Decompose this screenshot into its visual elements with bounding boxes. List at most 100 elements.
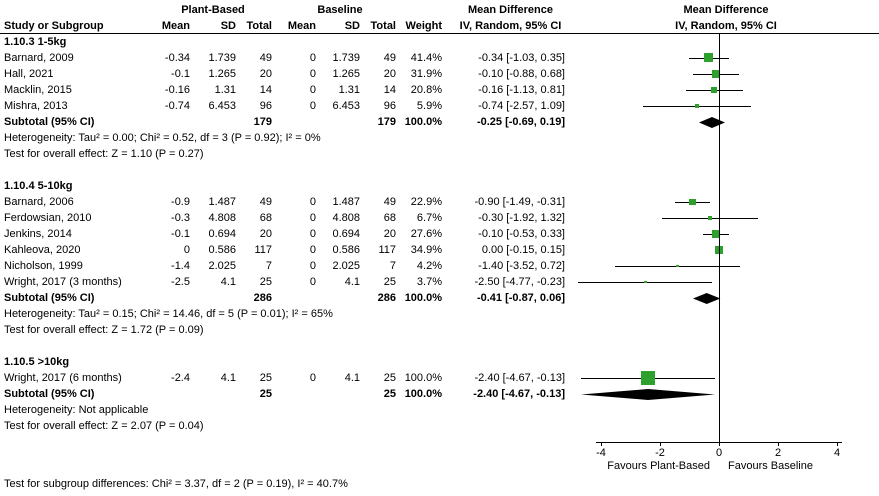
mean1: -0.9 <box>171 196 190 208</box>
overall-effect-text: Test for overall effect: Z = 1.10 (P = 0… <box>4 148 204 160</box>
subtotal-label: Subtotal (95% CI) <box>4 116 95 128</box>
sd1: 2.025 <box>208 260 236 272</box>
total1: 25 <box>259 372 272 384</box>
cell <box>322 386 366 402</box>
subtotal-total2: 25 <box>383 388 396 400</box>
mean2: 0 <box>309 244 316 256</box>
study-row: Nicholson, 1999 -1.4 2.025 7 0 2.025 7 4.2% -1.4… <box>0 258 879 274</box>
header-spacer <box>0 2 148 18</box>
axis-right-label: Favours Baseline <box>728 460 813 472</box>
col-sd2-header: SD <box>344 20 360 32</box>
subtotal-total2: 286 <box>377 292 396 304</box>
mean2: 0 <box>309 276 316 288</box>
subtotal-label: Subtotal (95% CI) <box>4 388 95 400</box>
sd2: 1.487 <box>332 196 360 208</box>
study-name: Jenkins, 2014 <box>4 228 72 240</box>
ci-text: -0.90 [-1.49, -0.31] <box>474 196 566 208</box>
effect-square <box>704 53 714 63</box>
col-total1-header: Total <box>246 20 272 32</box>
header-group-row: Plant-Based Baseline Mean Difference Mea… <box>0 2 879 18</box>
axis-tick-label: -2 <box>655 447 665 459</box>
subtotal-label: Subtotal (95% CI) <box>4 292 95 304</box>
plot-cell <box>573 194 879 210</box>
effect-square <box>689 198 696 206</box>
study-row: Macklin, 2015 -0.16 1.31 14 0 1.31 14 20.8% -0.1… <box>0 82 879 98</box>
mean1: -0.1 <box>171 68 190 80</box>
plot-cell <box>573 130 879 146</box>
weight: 41.4% <box>410 52 442 64</box>
sd1: 4.808 <box>208 212 236 224</box>
axis-tick <box>778 442 779 446</box>
cell <box>148 386 196 402</box>
plot-cell <box>573 386 879 402</box>
sd2: 1.31 <box>338 84 360 96</box>
total2: 7 <box>389 260 396 272</box>
study-name: Macklin, 2015 <box>4 84 72 96</box>
total2: 25 <box>383 372 396 384</box>
total2: 20 <box>383 68 396 80</box>
cell <box>148 290 196 306</box>
sd1: 4.1 <box>220 372 236 384</box>
subgroup-label: 1.10.4 5-10kg <box>4 180 73 192</box>
effect-square <box>641 371 656 385</box>
plot-cell <box>573 242 879 258</box>
subtotal-ci-text: -2.40 [-4.67, -0.13] <box>473 388 565 400</box>
ci-text: -0.10 [-0.88, 0.68] <box>478 68 565 80</box>
plot-cell <box>573 290 879 306</box>
cell <box>278 290 322 306</box>
plot-cell <box>573 98 879 114</box>
weight: 6.7% <box>416 212 442 224</box>
sd1: 1.487 <box>208 196 236 208</box>
plot-cell <box>573 66 879 82</box>
ci-text: -0.16 [-1.13, 0.81] <box>478 84 565 96</box>
mean2: 0 <box>309 100 316 112</box>
heterogeneity-text: Heterogeneity: Tau² = 0.00; Chi² = 0.52,… <box>4 132 321 144</box>
heterogeneity-row: Heterogeneity: Tau² = 0.00; Chi² = 0.52,… <box>0 130 879 146</box>
study-name: Barnard, 2009 <box>4 52 74 64</box>
study-row: Barnard, 2006 -0.9 1.487 49 0 1.487 49 22.9% -0.… <box>0 194 879 210</box>
weight: 20.8% <box>410 84 442 96</box>
mean2: 0 <box>309 212 316 224</box>
ci-text: 0.00 [-0.15, 0.15] <box>481 244 565 256</box>
axis-left-label: Favours Plant-Based <box>607 460 710 472</box>
total1: 49 <box>259 196 272 208</box>
study-row: Kahleova, 2020 0 0.586 117 0 0.586 117 34.9% 0.0… <box>0 242 879 258</box>
axis-tick-label: 4 <box>833 447 841 459</box>
subtotal-diamond <box>698 116 725 128</box>
cell <box>278 114 322 130</box>
plot-cell <box>573 210 879 226</box>
heterogeneity-row: Heterogeneity: Tau² = 0.15; Chi² = 14.46… <box>0 306 879 322</box>
col-mean1-header: Mean <box>161 20 190 32</box>
study-name: Barnard, 2006 <box>4 196 74 208</box>
study-row: Hall, 2021 -0.1 1.265 20 0 1.265 20 31.9% -0.10 … <box>0 66 879 82</box>
effect-square <box>676 264 680 268</box>
weight: 100.0% <box>404 372 442 384</box>
subtotal-ci-text: -0.25 [-0.69, 0.19] <box>476 116 565 128</box>
subgroup-label-row: 1.10.5 >10kg <box>0 354 879 370</box>
subtotal-diamond <box>581 388 716 400</box>
total2: 49 <box>383 52 396 64</box>
axis-tick <box>837 442 838 446</box>
mean1: -0.3 <box>171 212 190 224</box>
sd1: 4.1 <box>220 276 236 288</box>
forest-rows: 1.10.3 1-5kg Barnard, 2009 -0.34 1.739 49 0 1.… <box>0 34 879 434</box>
mean2: 0 <box>309 260 316 272</box>
plot-cell <box>573 146 879 162</box>
effect-square <box>711 86 718 94</box>
ci-text: -2.40 [-4.67, -0.13] <box>474 372 566 384</box>
subtotal-row: Subtotal (95% CI) 179 179 100.0% -0.25 [-0.6… <box>0 114 879 130</box>
mean2: 0 <box>309 68 316 80</box>
effect-square <box>714 245 724 255</box>
sd2: 1.739 <box>332 52 360 64</box>
mean1: 0 <box>183 244 190 256</box>
col-weight-header: Weight <box>405 20 442 32</box>
sd2: 0.694 <box>332 228 360 240</box>
col-sd1-header: SD <box>220 20 236 32</box>
effect-square <box>712 230 720 238</box>
ci-text: -0.30 [-1.92, 1.32] <box>478 212 565 224</box>
mean1: -0.1 <box>171 228 190 240</box>
cell <box>322 114 366 130</box>
overall-effect-row: Test for overall effect: Z = 2.07 (P = 0… <box>0 418 879 434</box>
plot-cell <box>573 226 879 242</box>
total1: 117 <box>254 244 272 256</box>
